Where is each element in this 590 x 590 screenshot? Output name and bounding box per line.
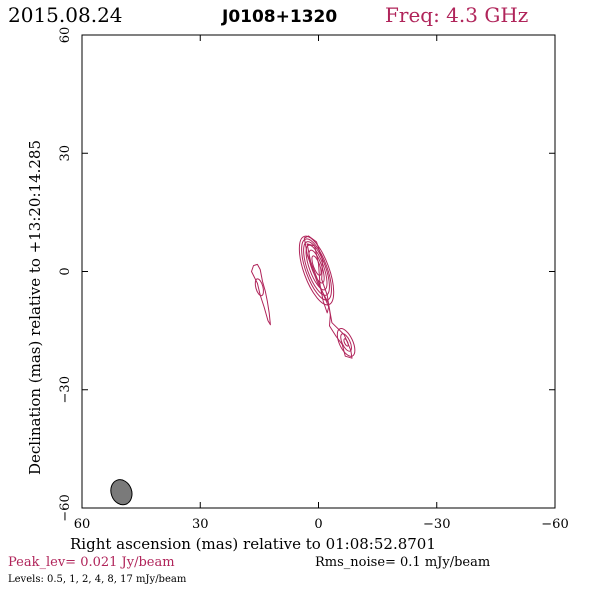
y-tick-label-2: 0 [58, 267, 73, 275]
y-tick-label-0: 60 [58, 27, 73, 44]
frequency-label: Freq: 4.3 GHz [385, 3, 528, 27]
core-contour-2 [303, 241, 330, 296]
observation-date: 2015.08.24 [8, 3, 123, 27]
knot-contour-1 [340, 333, 352, 352]
core-contour-5 [311, 255, 322, 276]
x-tick-label-4: −60 [541, 517, 568, 532]
core-contour-0 [298, 235, 335, 306]
east-contour-0 [251, 263, 271, 326]
source-name: J0108+1320 [221, 7, 337, 27]
knot-contour-0 [336, 328, 356, 357]
core-contour-1 [301, 238, 332, 301]
beam-ellipse-group [110, 479, 133, 506]
core-contour-3 [305, 244, 328, 291]
knot-contour-2 [343, 338, 349, 347]
y-tick-label-4: −60 [58, 494, 73, 521]
beam-ellipse [110, 479, 133, 506]
contour-levels: Levels: 0.5, 1, 2, 4, 8, 17 mJy/beam [8, 574, 187, 585]
x-tick-label-3: −30 [423, 517, 450, 532]
peak-level: Peak_lev= 0.021 Jy/beam [8, 555, 175, 570]
jet-contour-1 [306, 243, 330, 314]
y-axis-label: Declination (mas) relative to +13:20:14.… [26, 140, 44, 475]
x-tick-label-2: 0 [314, 517, 322, 532]
x-tick-label-0: 60 [74, 517, 91, 532]
rms-noise: Rms_noise= 0.1 mJy/beam [315, 555, 490, 570]
y-tick-label-3: −30 [58, 376, 73, 403]
jet-contour-0 [303, 235, 353, 359]
y-tick-label-1: 30 [58, 145, 73, 162]
x-tick-label-1: 30 [192, 517, 209, 532]
contour-set [251, 235, 356, 359]
east-contour-1 [254, 278, 264, 297]
x-axis-label: Right ascension (mas) relative to 01:08:… [70, 535, 436, 553]
plot-frame [81, 34, 556, 509]
